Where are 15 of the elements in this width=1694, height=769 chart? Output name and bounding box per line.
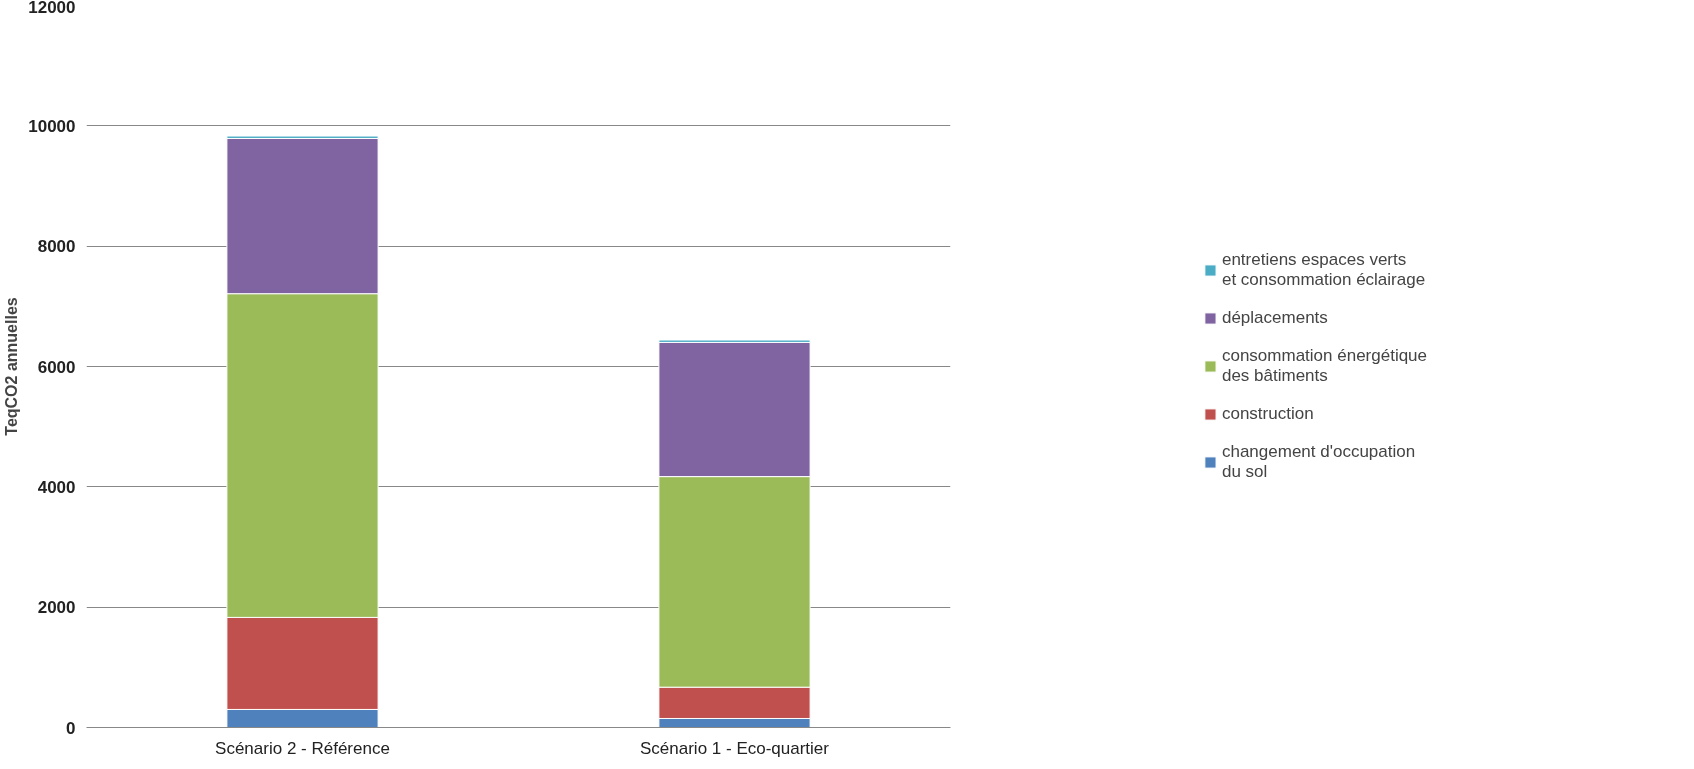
- y-tick-label: 10000: [28, 116, 76, 136]
- legend-label: entretiens espaces verts et consommation éclairage: [1221, 250, 1426, 290]
- y-tick-label: 4000: [37, 477, 76, 497]
- y-tick-label: 8000: [37, 237, 76, 257]
- y-tick-label: 12000: [28, 0, 76, 17]
- legend-label: consommation énergétique des bâtiments: [1221, 346, 1428, 386]
- y-tick-label: 6000: [37, 357, 76, 377]
- y-tick-label: 0: [66, 718, 76, 738]
- legend-label: construction: [1221, 404, 1314, 424]
- legend-label: changement d'occupation du sol: [1221, 442, 1416, 482]
- x-tick-label: Scénario 2 - Référence: [215, 738, 390, 758]
- legend-label: déplacements: [1221, 308, 1328, 328]
- x-tick-label: Scénario 1 - Eco-quartier: [640, 738, 830, 758]
- y-tick-label: 2000: [37, 598, 76, 618]
- y-axis-title: TeqCO2 annuelles: [3, 297, 21, 436]
